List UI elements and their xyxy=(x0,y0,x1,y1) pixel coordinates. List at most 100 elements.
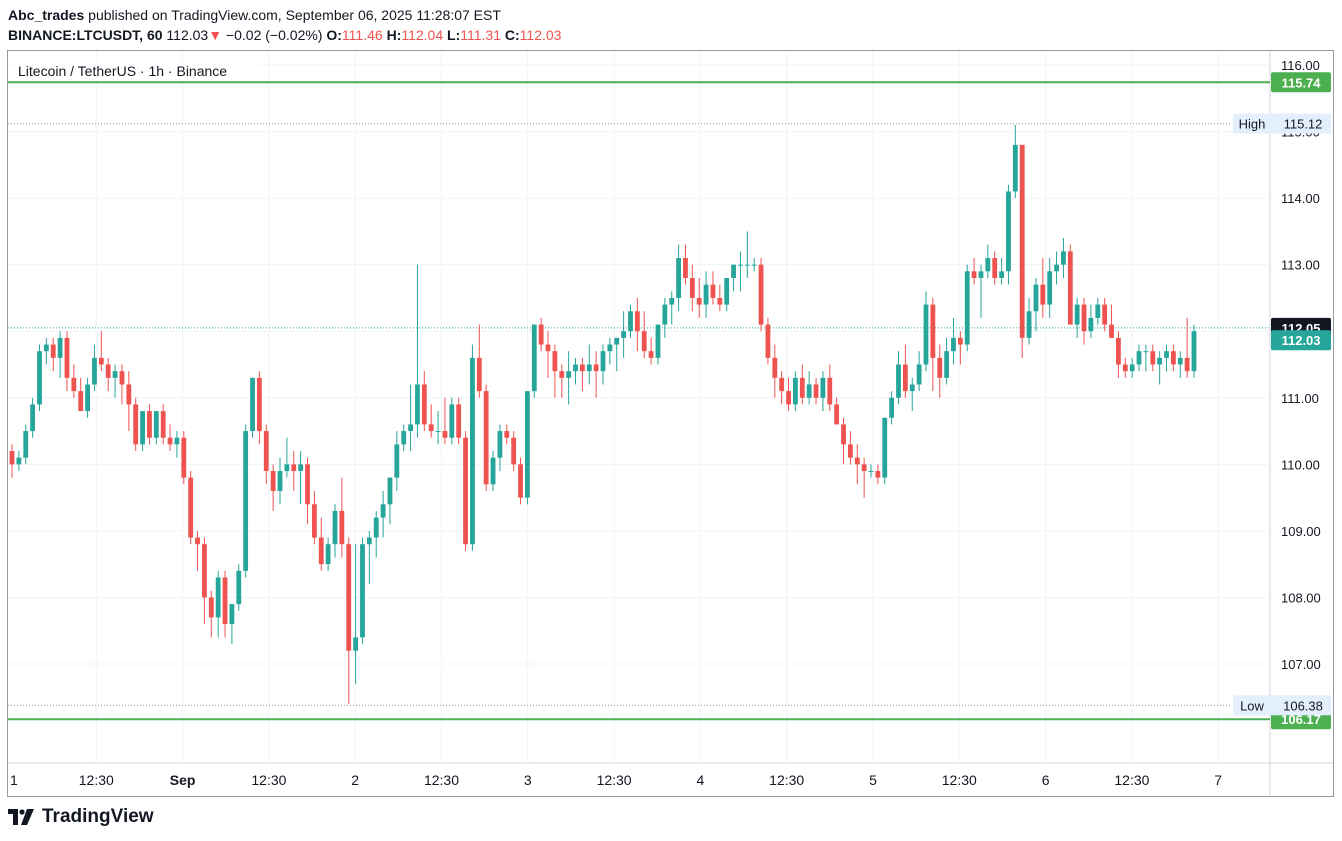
candle xyxy=(1081,297,1087,345)
candle-body xyxy=(978,271,984,278)
candle xyxy=(394,431,400,491)
chart-title: Litecoin / TetherUS · 1h · Binance xyxy=(18,63,227,79)
candle-body xyxy=(621,331,627,338)
candle-body xyxy=(930,304,936,358)
candle-body xyxy=(1088,317,1094,332)
candle xyxy=(971,258,977,285)
candle xyxy=(1129,357,1135,378)
symbol-label: BINANCE:LTCUSDT, 60 xyxy=(8,27,163,43)
x-tick-label: 12:30 xyxy=(597,772,632,788)
candle-body xyxy=(250,377,255,432)
candle-body xyxy=(634,311,640,332)
candle-body xyxy=(229,604,235,625)
candle xyxy=(545,331,551,378)
candle-body xyxy=(236,570,242,605)
candle xyxy=(559,364,565,398)
candle-body xyxy=(586,364,592,372)
candle-body xyxy=(1067,251,1073,325)
candle xyxy=(628,304,633,338)
candle xyxy=(1150,344,1156,372)
candle-body xyxy=(820,377,826,398)
candle xyxy=(634,297,640,352)
candle xyxy=(641,311,647,358)
candle xyxy=(195,530,200,571)
candle xyxy=(463,431,468,551)
candle xyxy=(600,344,606,385)
candle xyxy=(318,517,324,571)
candle xyxy=(820,371,826,412)
chart-frame[interactable] xyxy=(7,50,1334,797)
ohlc-line: BINANCE:LTCUSDT, 60 112.03▼ −0.02 (−0.02… xyxy=(8,25,561,45)
candle-body xyxy=(614,337,620,345)
candle xyxy=(298,451,304,505)
candle xyxy=(16,451,22,471)
low-value-text: 106.38 xyxy=(1283,698,1323,713)
candle xyxy=(1122,357,1128,378)
resistance-price-tag xyxy=(1271,72,1331,93)
x-tick-label: 12:30 xyxy=(424,772,459,788)
candle xyxy=(1157,351,1163,385)
candle xyxy=(305,457,310,525)
low-value-tag xyxy=(1271,695,1331,716)
candle xyxy=(786,377,791,412)
candle-body xyxy=(92,357,97,385)
candle xyxy=(119,364,125,405)
candle-body xyxy=(490,457,496,485)
candle-body xyxy=(215,577,221,618)
x-tick-label: 12:30 xyxy=(769,772,804,788)
candle xyxy=(868,464,874,478)
candle xyxy=(676,244,681,312)
candle-body xyxy=(779,377,785,392)
candle xyxy=(525,391,530,505)
candle-body xyxy=(394,444,400,478)
candle-body xyxy=(1177,357,1183,365)
x-tick-label: 12:30 xyxy=(79,772,114,788)
candle xyxy=(1033,277,1039,332)
candle xyxy=(916,351,922,392)
publisher-name[interactable]: Abc_trades xyxy=(8,7,85,23)
candle-body xyxy=(593,364,599,372)
candle xyxy=(538,317,544,352)
candle xyxy=(951,317,956,365)
x-tick-label: 2 xyxy=(351,772,359,788)
candle xyxy=(50,337,56,372)
candle-body xyxy=(992,258,998,278)
support-price-text: 106.17 xyxy=(1281,712,1321,727)
candle xyxy=(37,344,42,412)
candle xyxy=(401,424,407,452)
candle xyxy=(30,397,36,438)
candle-body xyxy=(504,431,510,438)
candle-body xyxy=(882,417,888,478)
candle-body xyxy=(202,544,207,598)
candle-body xyxy=(834,404,840,425)
candle xyxy=(793,371,798,412)
candle-body xyxy=(23,431,29,458)
candle-body xyxy=(305,464,310,505)
candle xyxy=(882,417,888,485)
candle-body xyxy=(16,457,22,465)
candle-body xyxy=(1102,304,1108,325)
candle-body xyxy=(1136,351,1142,365)
candle xyxy=(738,251,743,292)
tradingview-logo[interactable]: TradingView xyxy=(8,806,154,828)
candle xyxy=(476,324,482,398)
candle xyxy=(490,451,496,491)
candle xyxy=(607,337,613,365)
candle xyxy=(311,490,317,545)
candle-body xyxy=(669,297,675,305)
candle xyxy=(593,351,599,398)
candle-body xyxy=(744,264,750,266)
y-tick-label: 116.00 xyxy=(1281,58,1320,73)
candle-body xyxy=(566,371,572,378)
candle xyxy=(751,258,757,272)
candle-body xyxy=(765,324,771,358)
candle-body xyxy=(325,544,331,565)
high-label: H: xyxy=(386,27,402,43)
candlestick-chart[interactable]: 116.00115.00114.00113.00112.00111.00110.… xyxy=(0,0,1342,800)
candle xyxy=(724,277,730,312)
candle-body xyxy=(1095,304,1101,318)
candle-body xyxy=(263,431,269,471)
candle-body xyxy=(188,477,194,538)
candle-body xyxy=(1033,284,1039,312)
candle-body xyxy=(868,470,874,472)
